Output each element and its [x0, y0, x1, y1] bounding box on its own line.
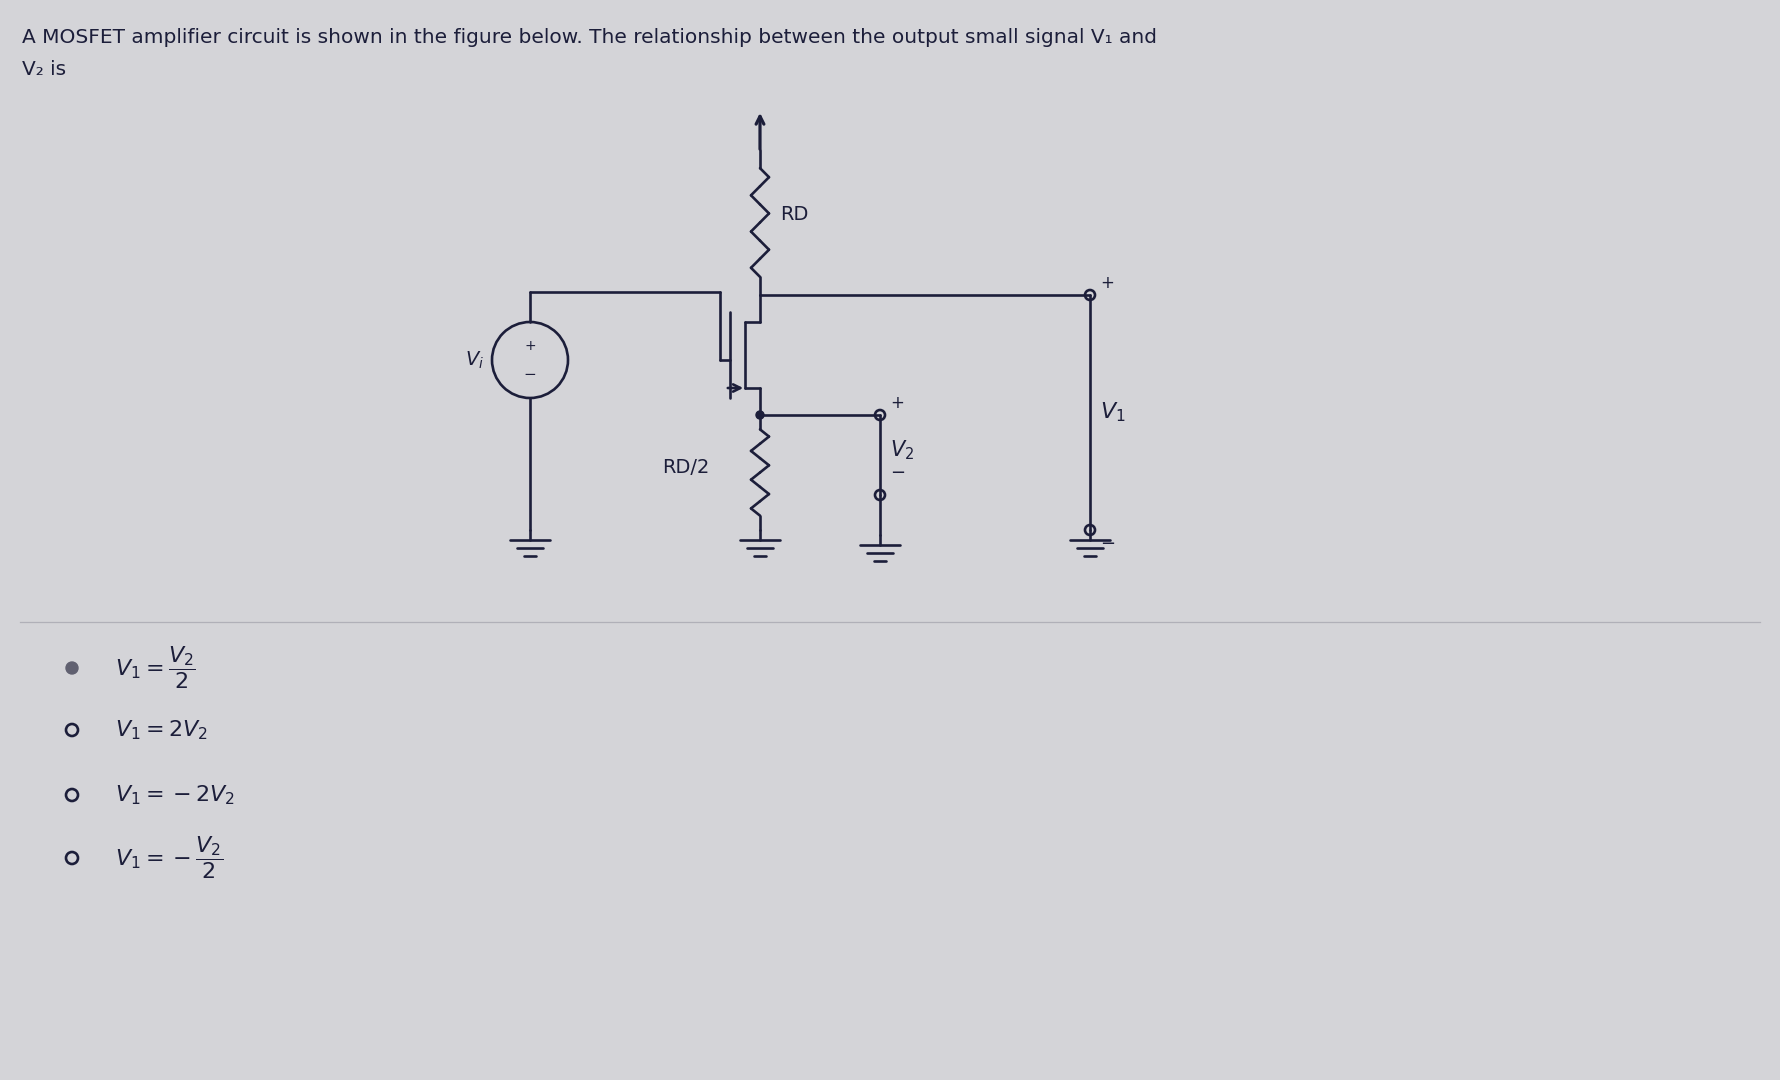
Text: +: + [890, 394, 904, 411]
Circle shape [756, 411, 764, 419]
Text: $V_1 = -\dfrac{V_2}{2}$: $V_1 = -\dfrac{V_2}{2}$ [116, 835, 222, 881]
Text: $V_1 = \dfrac{V_2}{2}$: $V_1 = \dfrac{V_2}{2}$ [116, 645, 196, 691]
Text: $V_1 = -2V_2$: $V_1 = -2V_2$ [116, 783, 235, 807]
Text: $V_i$: $V_i$ [465, 349, 484, 370]
Text: −: − [1100, 535, 1114, 553]
Text: V₂ is: V₂ is [21, 60, 66, 79]
Text: $V_2$: $V_2$ [890, 438, 915, 462]
Text: A MOSFET amplifier circuit is shown in the figure below. The relationship betwee: A MOSFET amplifier circuit is shown in t… [21, 28, 1157, 48]
Text: +: + [523, 338, 536, 352]
Text: +: + [1100, 274, 1114, 292]
Text: −: − [890, 464, 904, 482]
Circle shape [66, 662, 78, 674]
Text: $V_1$: $V_1$ [1100, 401, 1125, 424]
Text: −: − [523, 367, 536, 382]
Text: RD: RD [780, 205, 808, 224]
Text: RD/2: RD/2 [662, 458, 710, 477]
Text: $V_1 = 2V_2$: $V_1 = 2V_2$ [116, 718, 208, 742]
